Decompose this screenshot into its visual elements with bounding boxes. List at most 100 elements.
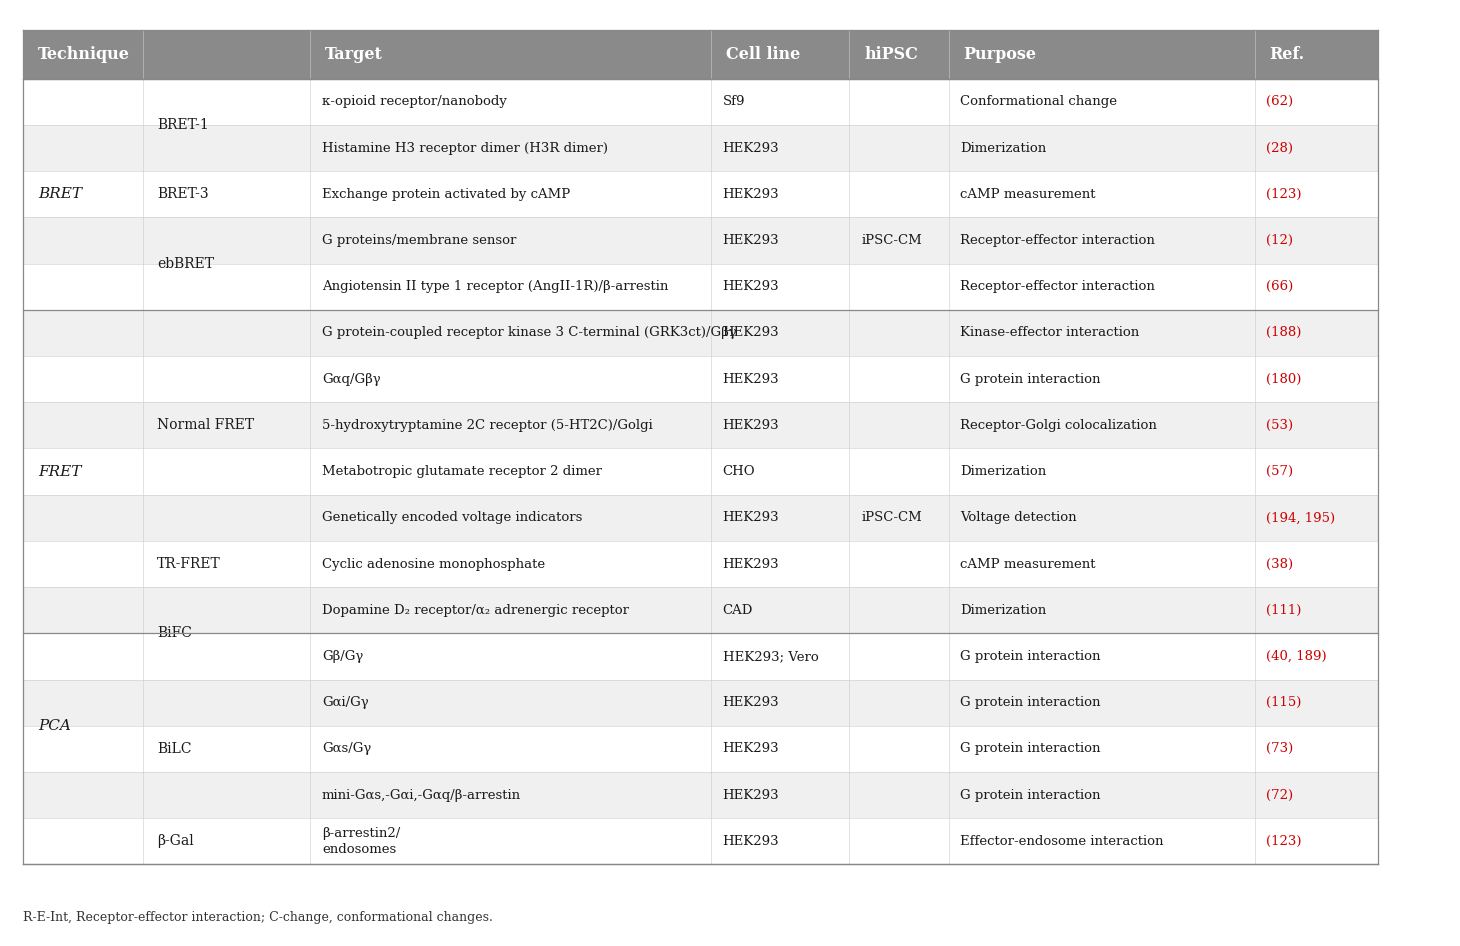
Text: HEK293; Vero: HEK293; Vero xyxy=(723,650,819,663)
Bar xyxy=(23,679,1378,726)
Text: Dopamine D₂ receptor/α₂ adrenergic receptor: Dopamine D₂ receptor/α₂ adrenergic recep… xyxy=(323,604,629,617)
Text: Target: Target xyxy=(326,45,383,62)
Text: Voltage detection: Voltage detection xyxy=(961,511,1077,524)
Text: Receptor-effector interaction: Receptor-effector interaction xyxy=(961,280,1155,293)
Text: (53): (53) xyxy=(1266,419,1294,432)
Text: Gαq/Gβγ: Gαq/Gβγ xyxy=(323,373,381,386)
Text: (194, 195): (194, 195) xyxy=(1266,511,1336,524)
Text: HEK293: HEK293 xyxy=(723,419,780,432)
Text: Normal FRET: Normal FRET xyxy=(158,418,254,432)
Bar xyxy=(23,356,1378,402)
Text: (40, 189): (40, 189) xyxy=(1266,650,1327,663)
Bar xyxy=(23,29,1378,79)
Bar xyxy=(23,541,1378,587)
Text: (123): (123) xyxy=(1266,187,1302,201)
Text: Sf9: Sf9 xyxy=(723,96,745,109)
Text: (123): (123) xyxy=(1266,834,1302,848)
Text: BiLC: BiLC xyxy=(158,742,191,756)
Text: Purpose: Purpose xyxy=(964,45,1037,62)
Text: (180): (180) xyxy=(1266,373,1302,386)
Text: ebBRET: ebBRET xyxy=(158,256,215,271)
Text: G protein interaction: G protein interaction xyxy=(961,743,1101,756)
Text: Receptor-effector interaction: Receptor-effector interaction xyxy=(961,234,1155,247)
Text: BRET-3: BRET-3 xyxy=(158,187,209,201)
Text: (38): (38) xyxy=(1266,557,1294,570)
Text: cAMP measurement: cAMP measurement xyxy=(961,557,1096,570)
Text: β-Gal: β-Gal xyxy=(158,834,194,849)
Bar xyxy=(23,171,1378,218)
Text: Kinase-effector interaction: Kinase-effector interaction xyxy=(961,326,1139,340)
Text: (57): (57) xyxy=(1266,465,1294,478)
Text: Genetically encoded voltage indicators: Genetically encoded voltage indicators xyxy=(323,511,583,524)
Text: (28): (28) xyxy=(1266,142,1294,154)
Text: HEK293: HEK293 xyxy=(723,326,780,340)
Text: Gαi/Gγ: Gαi/Gγ xyxy=(323,696,368,710)
Text: iPSC-CM: iPSC-CM xyxy=(861,511,921,524)
Text: Dimerization: Dimerization xyxy=(961,142,1047,154)
Bar xyxy=(23,726,1378,772)
Text: Gαs/Gγ: Gαs/Gγ xyxy=(323,743,371,756)
Text: Exchange protein activated by cAMP: Exchange protein activated by cAMP xyxy=(323,187,571,201)
Bar xyxy=(23,772,1378,818)
Text: G protein-coupled receptor kinase 3 C-terminal (GRK3ct)/Gβγ: G protein-coupled receptor kinase 3 C-te… xyxy=(323,326,737,340)
Text: (62): (62) xyxy=(1266,96,1294,109)
Bar xyxy=(23,402,1378,448)
Text: G protein interaction: G protein interaction xyxy=(961,650,1101,663)
Text: HEK293: HEK293 xyxy=(723,373,780,386)
Text: (188): (188) xyxy=(1266,326,1302,340)
Bar xyxy=(23,818,1378,865)
Text: (115): (115) xyxy=(1266,696,1302,710)
Text: HEK293: HEK293 xyxy=(723,696,780,710)
Text: HEK293: HEK293 xyxy=(723,789,780,801)
Bar xyxy=(23,218,1378,264)
Text: BiFC: BiFC xyxy=(158,626,193,640)
Text: HEK293: HEK293 xyxy=(723,234,780,247)
Text: HEK293: HEK293 xyxy=(723,187,780,201)
Bar xyxy=(23,125,1378,171)
Text: Conformational change: Conformational change xyxy=(961,96,1117,109)
Text: G protein interaction: G protein interaction xyxy=(961,696,1101,710)
Text: Effector-endosome interaction: Effector-endosome interaction xyxy=(961,834,1164,848)
Text: Gβ/Gγ: Gβ/Gγ xyxy=(323,650,364,663)
Bar xyxy=(23,264,1378,310)
Text: Technique: Technique xyxy=(38,45,130,62)
Text: cAMP measurement: cAMP measurement xyxy=(961,187,1096,201)
Text: HEK293: HEK293 xyxy=(723,142,780,154)
Text: G proteins/membrane sensor: G proteins/membrane sensor xyxy=(323,234,517,247)
Text: FRET: FRET xyxy=(38,464,82,479)
Text: HEK293: HEK293 xyxy=(723,834,780,848)
Text: β-arrestin2/
endosomes: β-arrestin2/ endosomes xyxy=(323,827,400,856)
Bar xyxy=(23,634,1378,679)
Text: κ-opioid receptor/nanobody: κ-opioid receptor/nanobody xyxy=(323,96,507,109)
Text: G protein interaction: G protein interaction xyxy=(961,373,1101,386)
Text: 5-hydroxytryptamine 2C receptor (5-HT2C)/Golgi: 5-hydroxytryptamine 2C receptor (5-HT2C)… xyxy=(323,419,653,432)
Bar xyxy=(23,587,1378,634)
Text: CHO: CHO xyxy=(723,465,755,478)
Text: Cyclic adenosine monophosphate: Cyclic adenosine monophosphate xyxy=(323,557,545,570)
Text: HEK293: HEK293 xyxy=(723,511,780,524)
Text: G protein interaction: G protein interaction xyxy=(961,789,1101,801)
Text: hiPSC: hiPSC xyxy=(864,45,918,62)
Text: BRET: BRET xyxy=(38,187,82,201)
Text: Cell line: Cell line xyxy=(726,45,800,62)
Text: CAD: CAD xyxy=(723,604,753,617)
Bar xyxy=(23,495,1378,541)
Text: Ref.: Ref. xyxy=(1269,45,1304,62)
Text: Receptor-Golgi colocalization: Receptor-Golgi colocalization xyxy=(961,419,1158,432)
Text: TR-FRET: TR-FRET xyxy=(158,557,220,571)
Text: HEK293: HEK293 xyxy=(723,743,780,756)
Text: (12): (12) xyxy=(1266,234,1294,247)
Text: (111): (111) xyxy=(1266,604,1302,617)
Text: PCA: PCA xyxy=(38,719,70,733)
Text: BRET-1: BRET-1 xyxy=(158,118,209,131)
Text: (73): (73) xyxy=(1266,743,1294,756)
Text: Dimerization: Dimerization xyxy=(961,465,1047,478)
Text: HEK293: HEK293 xyxy=(723,557,780,570)
Text: Metabotropic glutamate receptor 2 dimer: Metabotropic glutamate receptor 2 dimer xyxy=(323,465,602,478)
Bar xyxy=(23,310,1378,356)
Text: Histamine H3 receptor dimer (H3R dimer): Histamine H3 receptor dimer (H3R dimer) xyxy=(323,142,607,154)
Bar xyxy=(23,448,1378,495)
Text: mini-Gαs,-Gαi,-Gαq/β-arrestin: mini-Gαs,-Gαi,-Gαq/β-arrestin xyxy=(323,789,521,801)
Text: Dimerization: Dimerization xyxy=(961,604,1047,617)
Text: R-E-Int, Receptor-effector interaction; C-change, conformational changes.: R-E-Int, Receptor-effector interaction; … xyxy=(23,911,493,924)
